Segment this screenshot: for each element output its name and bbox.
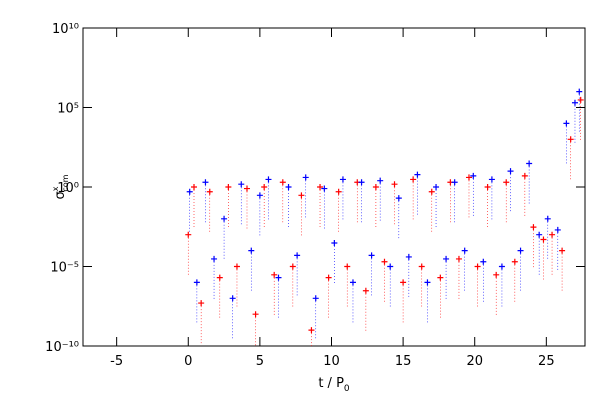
y-tick-label: 10⁵ — [57, 102, 79, 117]
data-point — [521, 172, 528, 179]
data-point — [206, 188, 213, 195]
y-tick-label: 10⁻⁵ — [50, 261, 79, 276]
data-point — [186, 188, 193, 195]
data-point — [540, 236, 547, 243]
x-axis-label: t / P0 — [318, 376, 350, 394]
y-label-subscript: com — [61, 174, 70, 191]
data-point — [335, 188, 342, 195]
data-point — [470, 172, 477, 179]
data-point — [465, 174, 472, 181]
plot-frame — [82, 27, 586, 347]
data-point — [198, 300, 205, 307]
data-point — [428, 188, 435, 195]
x-tick-label: 5 — [256, 354, 264, 369]
data-point — [405, 253, 412, 260]
y-axis-label: σxcom — [51, 174, 70, 199]
x-tick-label: -5 — [110, 354, 123, 369]
data-point — [368, 252, 375, 259]
x-tick-label: 20 — [466, 354, 483, 369]
y-tick-label: 10⁻¹⁰ — [45, 340, 79, 355]
x-label-text: t / P — [318, 376, 344, 391]
x-tick-label: 0 — [184, 354, 192, 369]
y-tick-label: 10⁰ — [57, 181, 79, 196]
x-label-subscript: 0 — [344, 384, 350, 394]
data-point — [294, 252, 301, 259]
data-point — [238, 181, 245, 188]
x-tick-label: 10 — [323, 354, 340, 369]
y-tick-label: 10¹⁰ — [52, 22, 79, 37]
x-tick-label: 15 — [395, 354, 412, 369]
data-point — [391, 181, 398, 188]
y-label-superscript: x — [51, 186, 60, 191]
data-point — [302, 174, 309, 181]
x-tick-label: 25 — [538, 354, 555, 369]
data-point — [414, 171, 421, 178]
plot-area — [185, 88, 584, 346]
y-label-symbol: σ — [53, 191, 68, 199]
